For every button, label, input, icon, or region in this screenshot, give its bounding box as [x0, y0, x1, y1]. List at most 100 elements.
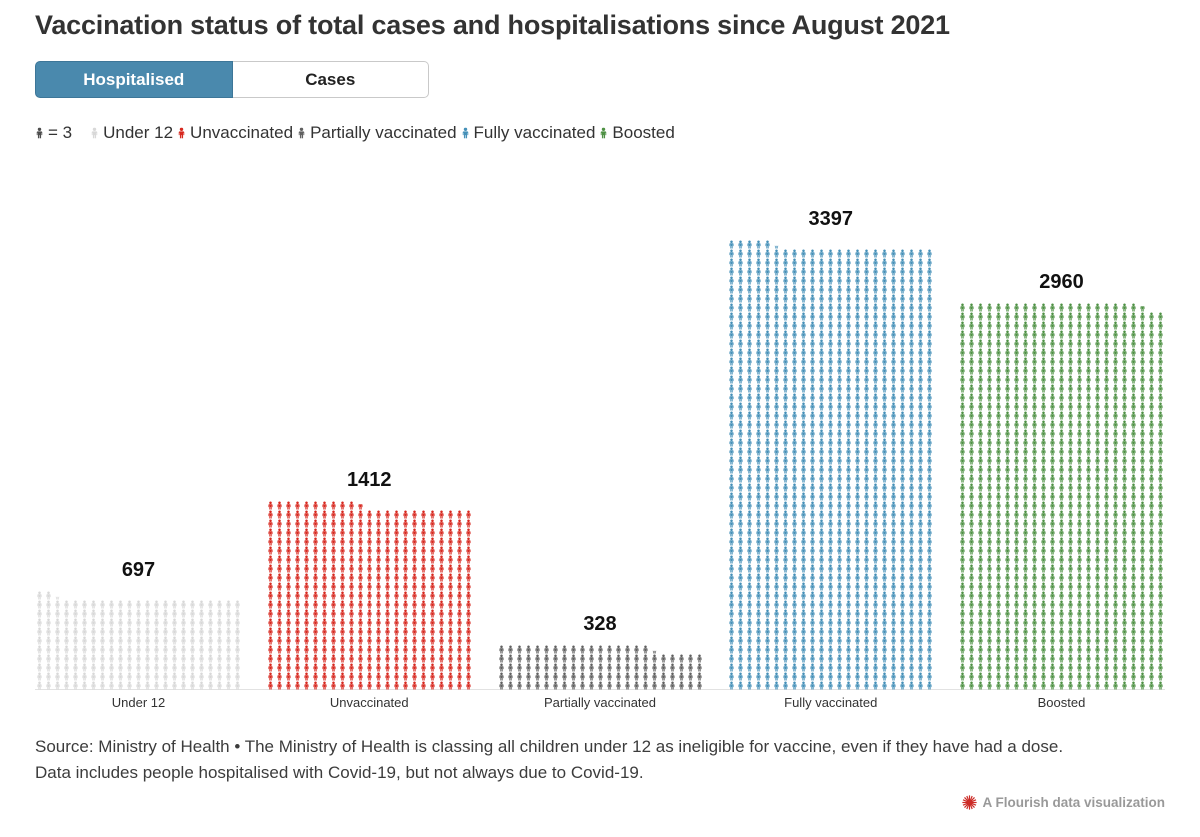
person-icon: [1068, 483, 1073, 492]
person-icon: [765, 393, 770, 402]
person-icon: [439, 627, 444, 636]
person-icon: [996, 384, 1001, 393]
person-icon: [783, 483, 788, 492]
person-icon: [987, 483, 992, 492]
tab-hospitalised[interactable]: Hospitalised: [35, 61, 233, 98]
person-icon: [1131, 519, 1136, 528]
person-icon: [810, 636, 815, 645]
person-icon: [756, 411, 761, 420]
person-icon: [873, 528, 878, 537]
person-icon: [864, 582, 869, 591]
person-icon: [286, 600, 291, 609]
person-icon: [819, 312, 824, 321]
person-icon: [376, 681, 381, 690]
person-icon: [1068, 465, 1073, 474]
person-icon: [1122, 519, 1127, 528]
person-icon: [900, 537, 905, 546]
person-icon: [457, 663, 462, 672]
person-icon: [1113, 654, 1118, 663]
person-icon: [801, 492, 806, 501]
tab-cases[interactable]: Cases: [232, 61, 429, 98]
person-icon: [570, 645, 576, 654]
person-icon: [978, 537, 983, 546]
person-icon: [1140, 330, 1145, 339]
person-icon: [765, 447, 770, 456]
flourish-attribution[interactable]: A Flourish data visualization: [35, 795, 1165, 810]
person-icon: [331, 627, 336, 636]
person-icon: [978, 672, 983, 681]
person-icon: [783, 393, 788, 402]
person-icon: [837, 474, 842, 483]
pictogram-grid: [37, 591, 240, 690]
person-icon: [421, 555, 426, 564]
person-icon: [295, 564, 300, 573]
person-icon: [855, 600, 860, 609]
person-icon: [1023, 402, 1028, 411]
person-icon: [846, 267, 851, 276]
person-icon: [1158, 501, 1163, 510]
person-icon: [819, 681, 824, 690]
person-icon: [295, 618, 300, 627]
person-icon: [738, 429, 743, 438]
person-icon: [1095, 564, 1100, 573]
person-icon: [891, 330, 896, 339]
person-icon: [810, 366, 815, 375]
person-icon: [313, 654, 318, 663]
person-icon: [873, 618, 878, 627]
person-icon: [987, 519, 992, 528]
person-icon: [1050, 474, 1055, 483]
person-icon: [430, 546, 435, 555]
person-icon: [295, 654, 300, 663]
person-icon: [918, 600, 923, 609]
person-icon: [828, 483, 833, 492]
person-icon: [1086, 672, 1091, 681]
person-icon: [304, 663, 309, 672]
person-icon: [792, 285, 797, 294]
person-icon: [1032, 321, 1037, 330]
person-icon: [1104, 429, 1109, 438]
person-icon: [855, 348, 860, 357]
person-icon: [1113, 303, 1118, 312]
person-icon: [1041, 375, 1046, 384]
person-icon: [1158, 366, 1163, 375]
person-icon: [756, 654, 761, 663]
person-icon: [696, 663, 702, 672]
person-icon: [846, 294, 851, 303]
person-icon: [235, 636, 240, 645]
person-icon: [996, 393, 1001, 402]
person-icon: [331, 528, 336, 537]
person-icon: [1113, 411, 1118, 420]
person-icon: [91, 609, 96, 618]
person-icon: [1140, 348, 1145, 357]
person-icon: [154, 681, 159, 690]
person-icon: [969, 609, 974, 618]
person-icon: [1050, 411, 1055, 420]
person-icon: [846, 555, 851, 564]
person-icon: [855, 384, 860, 393]
person-icon: [774, 411, 779, 420]
person-icon: [810, 501, 815, 510]
person-icon: [1104, 465, 1109, 474]
person-icon: [277, 591, 282, 600]
person-icon: [909, 438, 914, 447]
person-icon: [1014, 672, 1019, 681]
person-icon: [1068, 582, 1073, 591]
person-icon: [978, 348, 983, 357]
person-icon: [765, 411, 770, 420]
person-icon: [774, 348, 779, 357]
person-icon: [385, 582, 390, 591]
person-icon: [900, 402, 905, 411]
person-icon: [1059, 483, 1064, 492]
person-icon: [208, 636, 213, 645]
person-icon: [340, 609, 345, 618]
person-icon: [349, 582, 354, 591]
person-icon: [738, 627, 743, 636]
person-icon: [783, 618, 788, 627]
person-icon: [738, 321, 743, 330]
person-icon: [996, 465, 1001, 474]
person-icon: [918, 366, 923, 375]
person-icon: [918, 393, 923, 402]
person-icon: [322, 663, 327, 672]
person-icon: [810, 537, 815, 546]
person-icon: [349, 636, 354, 645]
